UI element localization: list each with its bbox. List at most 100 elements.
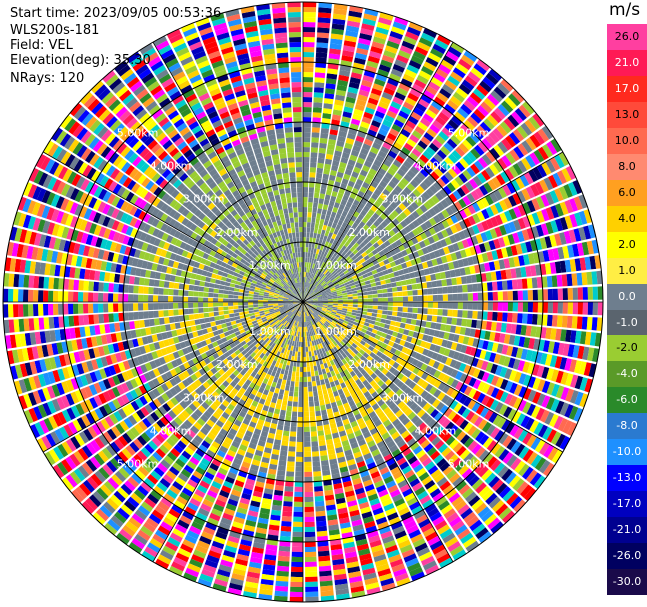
- velocity-gate: [285, 410, 292, 417]
- velocity-gate: [297, 416, 303, 423]
- velocity-gate: [317, 285, 323, 290]
- velocity-gate: [309, 273, 312, 279]
- velocity-gate: [289, 386, 295, 392]
- velocity-gate: [433, 72, 446, 83]
- velocity-gate: [349, 226, 356, 233]
- velocity-gate: [293, 501, 303, 507]
- velocity-gate: [318, 440, 326, 447]
- velocity-gate: [359, 278, 365, 283]
- velocity-gate: [498, 259, 506, 270]
- velocity-gate: [303, 212, 307, 218]
- velocity-gate: [432, 138, 443, 149]
- velocity-gate: [357, 292, 363, 296]
- velocity-gate: [319, 260, 324, 267]
- velocity-gate: [285, 385, 290, 391]
- velocity-gate: [489, 163, 500, 176]
- velocity-gate: [392, 306, 398, 312]
- velocity-gate: [382, 141, 392, 150]
- velocity-gate: [531, 226, 540, 239]
- velocity-gate: [462, 284, 468, 293]
- velocity-gate: [320, 379, 325, 385]
- velocity-gate: [303, 222, 307, 228]
- velocity-gate: [378, 64, 391, 73]
- velocity-gate: [380, 265, 387, 271]
- velocity-gate: [541, 208, 550, 222]
- velocity-gate: [309, 237, 313, 243]
- velocity-gate: [401, 317, 407, 323]
- velocity-gate: [543, 177, 554, 191]
- velocity-gate: [425, 57, 439, 68]
- velocity-gate: [305, 561, 317, 567]
- velocity-gate: [275, 434, 282, 441]
- velocity-gate: [501, 100, 514, 113]
- velocity-gate: [512, 290, 518, 301]
- velocity-gate: [365, 134, 375, 142]
- velocity-gate: [321, 118, 331, 124]
- velocity-gate: [292, 531, 303, 538]
- velocity-gate: [360, 121, 370, 129]
- velocity-gate: [352, 145, 361, 153]
- velocity-gate: [449, 269, 456, 278]
- velocity-gate: [315, 259, 319, 265]
- velocity-gate: [530, 184, 540, 197]
- velocity-gate: [329, 48, 341, 55]
- velocity-gate: [289, 436, 296, 442]
- velocity-gate: [382, 302, 388, 306]
- velocity-gate: [382, 288, 388, 293]
- velocity-gate: [491, 250, 499, 260]
- velocity-gate: [525, 154, 536, 168]
- velocity-gate: [503, 223, 512, 234]
- velocity-gate: [290, 571, 303, 577]
- velocity-gate: [334, 266, 340, 272]
- velocity-gate: [338, 204, 345, 211]
- velocity-gate: [305, 571, 318, 577]
- velocity-gate: [372, 212, 380, 220]
- velocity-gate: [303, 406, 309, 412]
- velocity-gate: [286, 466, 295, 472]
- velocity-gate: [341, 290, 347, 294]
- velocity-gate: [322, 268, 327, 274]
- velocity-gate: [353, 183, 362, 191]
- velocity-gate: [303, 127, 311, 133]
- velocity-gate: [411, 284, 418, 290]
- velocity-gate: [447, 75, 460, 87]
- velocity-gate: [343, 217, 350, 224]
- velocity-gate: [407, 205, 415, 213]
- velocity-gate: [320, 267, 325, 273]
- velocity-gate: [318, 278, 323, 284]
- velocity-gate: [310, 278, 313, 284]
- velocity-gate: [288, 370, 292, 377]
- velocity-gate: [308, 242, 312, 248]
- velocity-gate: [345, 201, 353, 209]
- velocity-gate: [392, 302, 398, 307]
- velocity-gate: [435, 191, 444, 201]
- velocity-gate: [327, 295, 333, 298]
- velocity-gate: [444, 171, 454, 182]
- velocity-gate: [386, 315, 392, 320]
- velocity-gate: [437, 294, 443, 301]
- velocity-gate: [525, 241, 533, 253]
- velocity-gate: [332, 280, 338, 285]
- velocity-gate: [312, 461, 321, 467]
- velocity-gate: [316, 283, 321, 288]
- velocity-gate: [363, 231, 370, 238]
- velocity-gate: [374, 31, 388, 40]
- velocity-gate: [314, 370, 319, 376]
- velocity-gate: [425, 321, 432, 328]
- velocity-gate: [303, 66, 314, 73]
- velocity-gate: [309, 283, 312, 289]
- velocity-gate: [399, 211, 408, 220]
- velocity-gate: [369, 216, 376, 224]
- velocity-gate: [316, 167, 324, 174]
- velocity-gate: [392, 234, 399, 242]
- velocity-gate: [450, 214, 459, 224]
- velocity-gate: [368, 168, 377, 176]
- velocity-gate: [370, 204, 378, 213]
- velocity-gate: [518, 104, 531, 118]
- velocity-gate: [558, 152, 570, 166]
- velocity-gate: [347, 133, 356, 140]
- velocity-gate: [390, 163, 399, 172]
- velocity-gate: [365, 315, 372, 320]
- velocity-gate: [303, 22, 316, 28]
- velocity-gate: [426, 260, 434, 268]
